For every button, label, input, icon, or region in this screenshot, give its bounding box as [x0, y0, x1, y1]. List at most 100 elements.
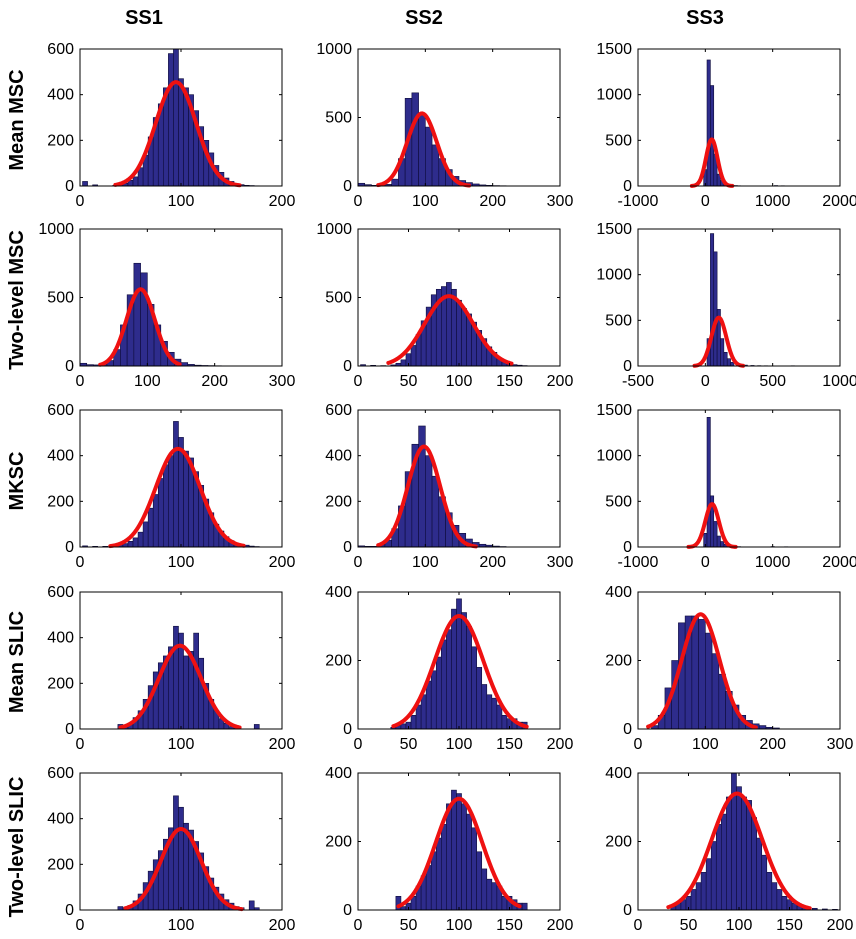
x-tick-label: 0 — [701, 554, 710, 571]
x-tick-label: 200 — [269, 554, 296, 571]
x-tick-label: 200 — [827, 917, 854, 934]
y-tick-label: 1000 — [596, 448, 632, 465]
histogram-bar — [751, 817, 757, 911]
y-tick-label: 200 — [605, 653, 632, 670]
histogram-bar — [425, 126, 433, 187]
y-tick-label: 0 — [623, 358, 632, 375]
histogram-bar — [720, 541, 725, 548]
histogram-bar — [400, 359, 407, 367]
x-tick-label: 50 — [680, 917, 698, 934]
histogram-panel-mean-msc-ss1: 0 100 200 0 200 400 600 — [47, 41, 295, 210]
y-tick-label: 400 — [325, 448, 352, 465]
x-tick-label: 0 — [354, 373, 363, 390]
plot-area — [638, 49, 840, 186]
histogram-bar — [476, 851, 483, 911]
plot-area — [358, 49, 560, 186]
y-tick-label: 200 — [325, 834, 352, 851]
histogram-bar — [248, 900, 255, 911]
histogram-bar — [713, 521, 718, 548]
histogram-bar — [446, 803, 452, 911]
histogram-bar — [415, 704, 422, 730]
y-tick-label: 400 — [325, 584, 352, 601]
axes-box — [637, 48, 841, 187]
histogram-bar — [486, 694, 493, 730]
x-tick-label: 2000 — [822, 193, 856, 210]
histogram-bar — [781, 895, 788, 911]
histogram-bar — [163, 464, 169, 548]
y-tick-label: 1000 — [316, 221, 352, 238]
x-tick-label: 0 — [634, 736, 643, 753]
histogram-bar — [736, 786, 742, 911]
histogram-bar — [713, 251, 718, 367]
histogram-bar — [132, 537, 139, 548]
x-tick-label: 0 — [701, 373, 710, 390]
histogram-bar — [173, 421, 179, 548]
x-tick-label: 1000 — [822, 373, 856, 390]
gaussian-fit-curve — [108, 446, 246, 549]
histogram-panel-two-level-msc-ss1: 0 100 200 300 0 500 1000 — [38, 221, 295, 390]
histogram-bar — [466, 813, 472, 911]
column-title-ss2: SS2 — [405, 7, 443, 29]
x-tick-label: 0 — [76, 736, 85, 753]
histogram-bar — [431, 475, 440, 548]
histogram-bar — [152, 494, 159, 548]
y-tick-label: 0 — [65, 358, 74, 375]
histogram-panel-two-level-slic-ss2: 0 50 100 150 200 0 200 400 — [325, 765, 573, 934]
x-tick-label: 0 — [354, 736, 363, 753]
axes-box — [637, 409, 841, 548]
y-tick-label: 0 — [623, 721, 632, 738]
histogram-bar — [698, 619, 706, 730]
x-tick-label: 200 — [269, 736, 296, 753]
x-tick-label: 0 — [354, 554, 363, 571]
y-tick-label: 200 — [47, 856, 74, 873]
x-tick-label: 0 — [634, 917, 643, 934]
x-tick-label: 100 — [168, 917, 195, 934]
histogram-panel-mean-slic-ss2: 0 50 100 150 200 0 200 400 — [325, 584, 573, 753]
y-tick-label: 0 — [65, 721, 74, 738]
y-tick-label: 400 — [47, 448, 74, 465]
histogram-bar — [715, 824, 722, 911]
histogram-bar — [723, 351, 728, 367]
histogram-panel-two-level-slic-ss3: 0 50 100 150 200 0 200 400 — [605, 765, 853, 934]
x-tick-label: 100 — [692, 736, 719, 753]
histogram-panel-mean-msc-ss2: 0 100 200 300 0 500 1000 — [316, 41, 573, 210]
y-tick-label: 200 — [325, 653, 352, 670]
histogram-bar — [471, 827, 477, 911]
histogram-bar — [761, 854, 768, 911]
histogram-bar — [521, 902, 528, 911]
histogram-bar — [711, 653, 720, 730]
histogram-panel-mksc-ss2: 0 100 200 300 0 200 400 600 — [325, 402, 573, 571]
y-tick-label: 0 — [623, 539, 632, 556]
x-tick-label: 100 — [446, 736, 473, 753]
axes-box — [357, 409, 561, 548]
histogram-panel-mean-slic-ss3: 0 100 200 300 0 200 400 — [605, 584, 853, 753]
histogram-bar — [410, 714, 417, 730]
histogram-panel-two-level-slic-ss1: 0 100 200 0 200 400 600 — [47, 765, 295, 934]
histogram-bar — [726, 358, 731, 367]
histogram-bar — [173, 795, 179, 911]
x-tick-label: 50 — [400, 373, 418, 390]
histogram-bar — [133, 262, 141, 367]
y-tick-label: 400 — [47, 630, 74, 647]
y-tick-label: 500 — [47, 290, 74, 307]
histogram-bar — [180, 362, 189, 367]
y-tick-label: 400 — [47, 87, 74, 104]
x-tick-label: 200 — [759, 736, 786, 753]
x-tick-label: 100 — [446, 917, 473, 934]
histogram-bar — [173, 625, 179, 730]
y-tick-label: 400 — [47, 811, 74, 828]
x-tick-label: 300 — [547, 554, 574, 571]
row-title-mean-slic: Mean SLIC — [6, 611, 28, 713]
x-tick-label: 0 — [76, 193, 85, 210]
histogram-bar — [720, 338, 725, 367]
histogram-bar — [678, 622, 686, 730]
histogram-bar — [766, 872, 773, 911]
x-tick-label: 0 — [354, 193, 363, 210]
x-tick-label: 200 — [269, 193, 296, 210]
x-tick-label: 200 — [547, 373, 574, 390]
histogram-bar — [491, 882, 498, 911]
histogram-bar — [183, 655, 189, 730]
histogram-bar — [446, 629, 452, 730]
histogram-bar — [435, 656, 442, 730]
